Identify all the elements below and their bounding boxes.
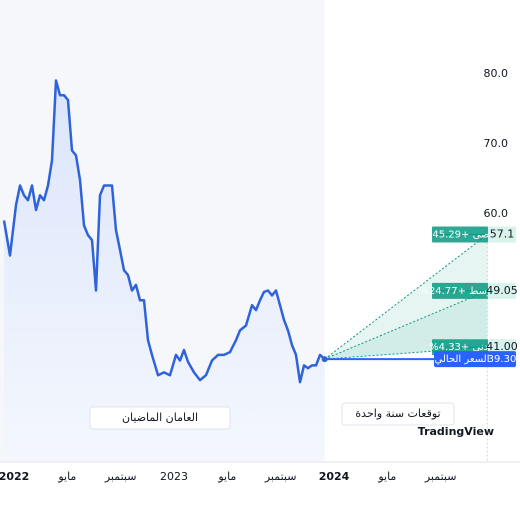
forecast-line <box>324 346 488 360</box>
annotation-box <box>89 406 231 430</box>
forecast-change-label: متوسط +24.77% <box>419 286 500 297</box>
y-tick-label: 80.0 <box>484 67 509 80</box>
x-tick-label: 2024 <box>319 470 350 483</box>
x-tick-label: سبتمبر <box>104 470 137 483</box>
forecast-value-tag <box>488 282 516 299</box>
forecast-change: +45.29% <box>423 230 470 241</box>
forecast-line <box>324 290 488 360</box>
forecast-change-tag <box>432 282 488 299</box>
current-value-label: 39.30 <box>488 354 517 365</box>
y-tick-label: 60.0 <box>484 207 509 220</box>
forecast-name: متوسط <box>469 286 500 297</box>
annotation: توقعات سنة واحدة <box>355 407 440 420</box>
forecast-value-label: 41.00 <box>486 340 518 353</box>
logo: TradingView <box>418 425 494 438</box>
history-area <box>4 80 325 462</box>
forecast-change-tag <box>432 226 488 243</box>
x-tick-label: سبتمبر <box>424 470 457 483</box>
forecast-value-label: 49.05 <box>486 284 518 297</box>
current-tag <box>434 351 516 368</box>
annotation: العامان الماضيان <box>122 411 198 424</box>
forecast-change-label: أقصى +45.29% <box>423 228 498 241</box>
x-tick-label: مايو <box>377 470 396 483</box>
forecast-change: +4.33% <box>429 342 469 353</box>
x-tick-label: 2022 <box>0 470 29 483</box>
annotation-box <box>341 402 455 426</box>
x-tick-label: مايو <box>57 470 76 483</box>
current-name: السعر الحالي <box>435 354 490 365</box>
x-tick-label: 2023 <box>160 470 188 483</box>
x-tick-label: مايو <box>217 470 236 483</box>
x-tick-label: سبتمبر <box>264 470 297 483</box>
forecast-value-label: 57.1 <box>490 228 515 241</box>
current-point <box>321 356 328 363</box>
y-tick-label: 70.0 <box>484 137 509 150</box>
forecast-name: أدنى <box>473 340 492 353</box>
forecast-value-tag <box>488 226 516 243</box>
forecast-change-label: أدنى +4.33% <box>429 340 491 353</box>
price-line <box>2 79 326 384</box>
forecast-change: +24.77% <box>419 286 466 297</box>
